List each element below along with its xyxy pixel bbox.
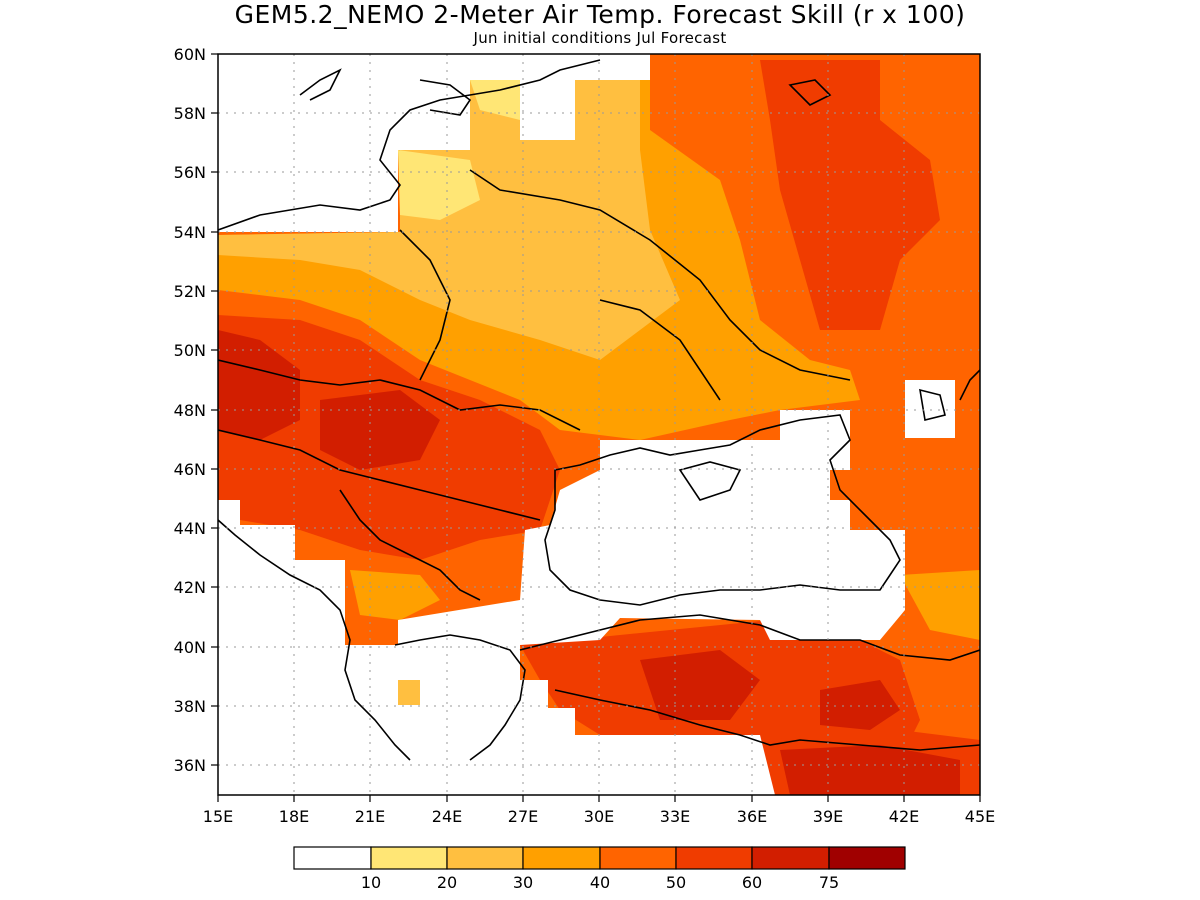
coastlines [218,59,980,761]
lat-labels: 36N 38N 40N 42N 44N 46N 48N 50N 52N 54N … [174,45,206,775]
lon-tick-label: 42E [889,807,919,826]
lat-tick-label: 40N [174,638,206,657]
colorbar-label: 60 [742,873,762,892]
colorbar-label: 10 [361,873,381,892]
lon-tick-label: 18E [279,807,309,826]
colorbar-label: 75 [819,873,839,892]
colorbar-swatch [599,846,677,870]
skill-field [218,54,980,795]
lat-tick-label: 58N [174,104,206,123]
lon-tick-label: 39E [813,807,843,826]
lon-tick-label: 36E [737,807,767,826]
lon-tick-label: 15E [203,807,233,826]
lon-tick-label: 21E [355,807,385,826]
lat-tick-label: 36N [174,756,206,775]
lat-tick-label: 50N [174,341,206,360]
lat-tick-label: 48N [174,401,206,420]
axis-ticks [211,53,981,802]
map-title: GEM5.2_NEMO 2-Meter Air Temp. Forecast S… [234,0,966,29]
lat-tick-label: 54N [174,223,206,242]
lat-tick-label: 44N [174,519,206,538]
lon-tick-label: 30E [584,807,614,826]
colorbar-label: 50 [666,873,686,892]
map-subtitle: Jun initial conditions Jul Forecast [473,29,727,47]
colorbar-swatch [446,846,524,870]
colorbar-label: 40 [590,873,610,892]
colorbar-label: 20 [437,873,457,892]
lat-tick-label: 38N [174,697,206,716]
colorbar-swatch [828,846,906,870]
lon-tick-label: 27E [508,807,538,826]
lon-labels: 15E 18E 21E 24E 27E 30E 33E 36E 39E 42E … [203,807,995,826]
lon-tick-label: 24E [432,807,462,826]
lat-tick-label: 52N [174,282,206,301]
colorbar: 10 20 30 40 50 60 75 [293,846,906,892]
colorbar-swatch [370,846,448,870]
colorbar-label: 30 [513,873,533,892]
lat-tick-label: 56N [174,163,206,182]
lat-tick-label: 46N [174,460,206,479]
colorbar-swatch [675,846,753,870]
colorbar-swatch [293,846,372,870]
colorbar-swatch [751,846,830,870]
lat-tick-label: 42N [174,578,206,597]
lon-tick-label: 45E [965,807,995,826]
lon-tick-label: 33E [660,807,690,826]
lat-tick-label: 60N [174,45,206,64]
graticule [218,54,980,795]
colorbar-swatch [522,846,601,870]
